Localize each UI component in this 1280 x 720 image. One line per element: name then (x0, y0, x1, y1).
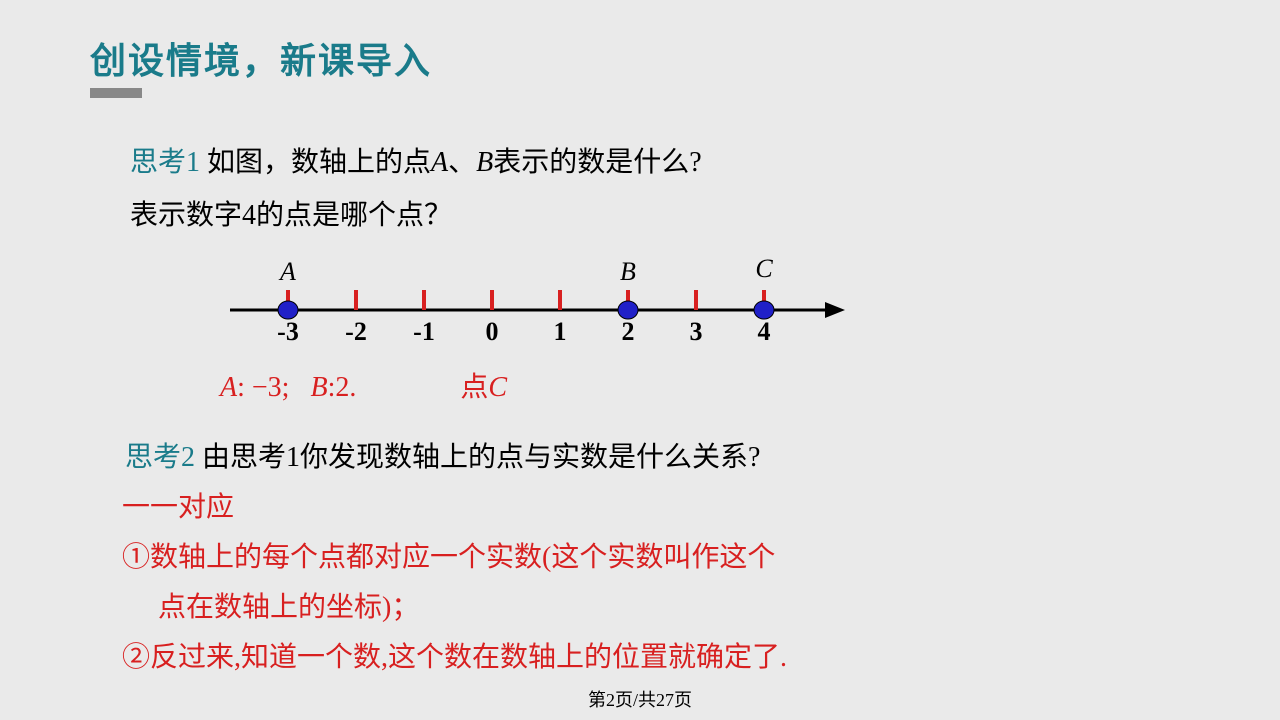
svg-text:C: C (755, 255, 773, 283)
answer2-l3: 点在数轴上的坐标)； (158, 590, 419, 626)
q1-text-b: 表示的数是什么? (493, 147, 701, 178)
q1-label: 思考1 (130, 147, 200, 178)
question1-line1: 思考1 如图，数轴上的点A、B表示的数是什么? (130, 145, 702, 181)
svg-text:3: 3 (690, 317, 703, 346)
q2-label: 思考2 (125, 442, 195, 473)
svg-text:0: 0 (486, 317, 499, 346)
a1-pointc-letter: C (488, 372, 507, 403)
q1-sep: 、 (448, 147, 476, 178)
answer2-l1: 一一对应 (122, 490, 234, 526)
svg-text:-2: -2 (345, 317, 367, 346)
svg-text:4: 4 (758, 317, 771, 346)
answer2-l2: ①数轴上的每个点都对应一个实数(这个实数叫作这个 (122, 540, 775, 576)
svg-text:-3: -3 (277, 317, 299, 346)
a1-pointc-label: 点 (460, 372, 488, 403)
answer2-l4: ②反过来,知道一个数,这个数在数轴上的位置就确定了. (122, 640, 787, 676)
svg-text:-1: -1 (413, 317, 435, 346)
title-underline (90, 88, 142, 98)
answer1: A: −3; B:2. 点C (220, 370, 507, 406)
a1-b-prefix: B (310, 372, 327, 403)
svg-text:B: B (620, 257, 636, 286)
page-counter: 第2页/共27页 (588, 686, 692, 712)
a1-a-text: : −3; (237, 372, 310, 403)
svg-text:2: 2 (622, 317, 635, 346)
svg-text:A: A (278, 257, 296, 286)
question2-line: 思考2 由思考1你发现数轴上的点与实数是什么关系? (125, 440, 760, 476)
question1-line2: 表示数字4的点是哪个点？ (130, 198, 452, 234)
number-line: -3 -2 -1 0 1 2 3 4 A B C (210, 255, 890, 355)
q1-letter-a: A (431, 147, 448, 178)
q1-text-a: 如图，数轴上的点 (200, 147, 431, 178)
a1-b-text: :2. (328, 372, 357, 403)
q1-letter-b: B (476, 147, 493, 178)
svg-text:1: 1 (554, 317, 567, 346)
page-title: 创设情境，新课导入 (90, 32, 432, 84)
q2-text: 由思考1你发现数轴上的点与实数是什么关系? (195, 442, 760, 473)
a1-a-prefix: A (220, 372, 237, 403)
